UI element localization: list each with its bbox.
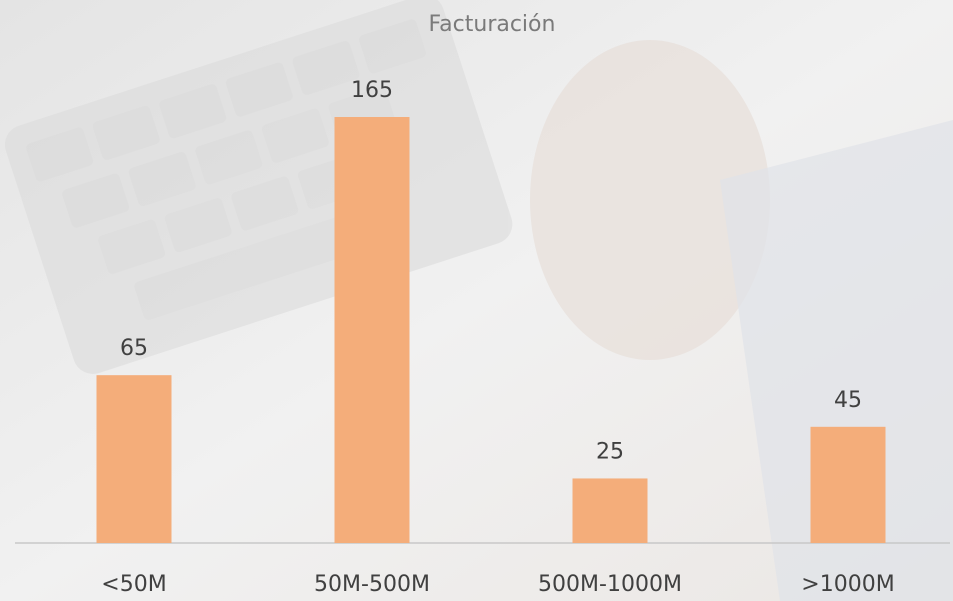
chart-title: Facturación bbox=[429, 12, 556, 37]
x-tick-label: >1000M bbox=[801, 572, 894, 597]
bar bbox=[335, 117, 410, 543]
value-label: 45 bbox=[834, 388, 862, 413]
x-tick-label: <50M bbox=[101, 572, 166, 597]
value-label: 165 bbox=[351, 78, 393, 103]
bar bbox=[811, 427, 886, 543]
value-label: 65 bbox=[120, 336, 148, 361]
chart: Facturación <50M 65 50M-500M 165 500M-1000M 2… bbox=[0, 0, 953, 601]
value-label: 25 bbox=[596, 439, 624, 464]
x-tick-label: 50M-500M bbox=[314, 572, 430, 597]
bar bbox=[97, 375, 172, 543]
page: {"chart_data": {"type": "bar", "title": … bbox=[0, 0, 953, 601]
bar bbox=[573, 478, 648, 543]
x-tick-label: 500M-1000M bbox=[538, 572, 682, 597]
